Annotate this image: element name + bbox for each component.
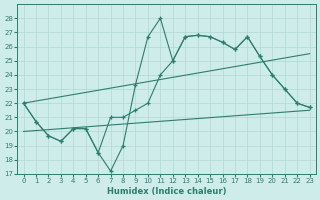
X-axis label: Humidex (Indice chaleur): Humidex (Indice chaleur) <box>107 187 226 196</box>
